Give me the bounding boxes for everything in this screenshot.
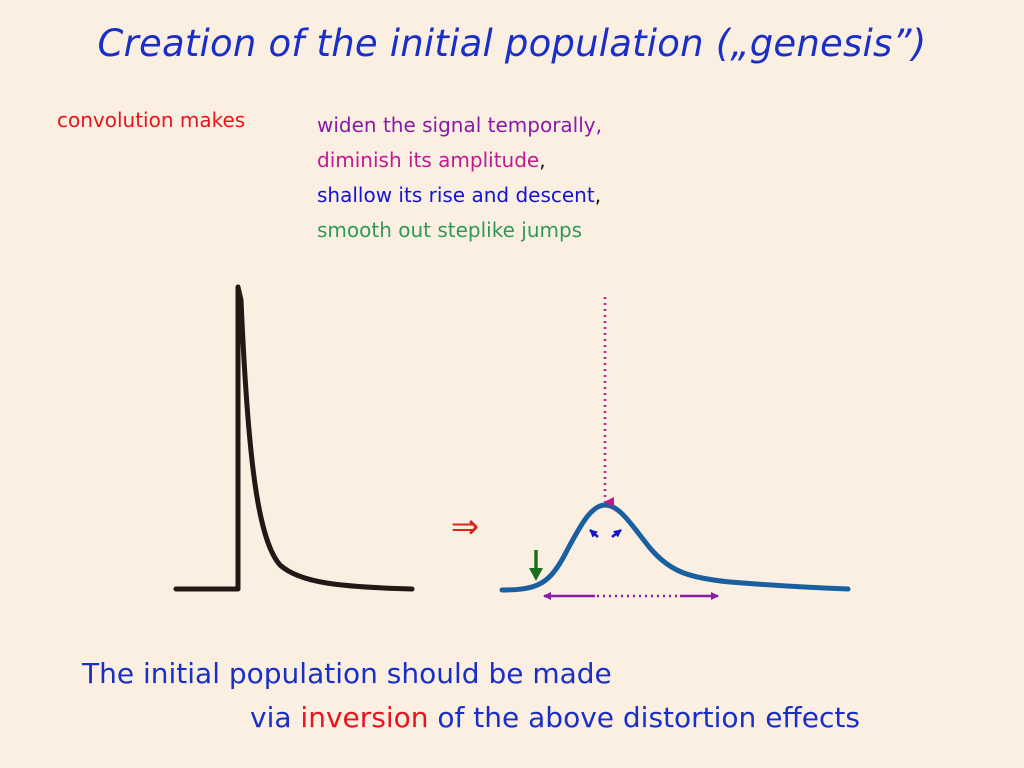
spike-signal bbox=[173, 284, 415, 592]
inversion-highlight: inversion bbox=[300, 701, 429, 734]
slide-title: Creation of the initial population („gen… bbox=[97, 22, 927, 65]
descent-arrow bbox=[611, 529, 622, 538]
implies-arrow: ⇒ bbox=[451, 507, 480, 547]
effect-widen: widen the signal temporally, bbox=[317, 113, 602, 137]
effects-list: widen the signal temporally, diminish it… bbox=[317, 108, 602, 248]
smoothing-arrowhead bbox=[529, 568, 543, 581]
effect-rise: shallow its rise and descent, bbox=[317, 183, 602, 207]
conclusion-line1: The initial population should be made bbox=[82, 657, 612, 690]
smoothed-signal bbox=[499, 502, 851, 593]
lead-text: convolution makes bbox=[57, 108, 246, 132]
effect-amplitude: diminish its amplitude, bbox=[317, 148, 546, 172]
conclusion-line2: via inversion of the above distortion ef… bbox=[250, 701, 860, 734]
effect-smooth: smooth out steplike jumps bbox=[317, 218, 583, 242]
rise-arrow bbox=[589, 529, 599, 538]
conclusion-text: The initial population should be made vi… bbox=[82, 652, 860, 740]
